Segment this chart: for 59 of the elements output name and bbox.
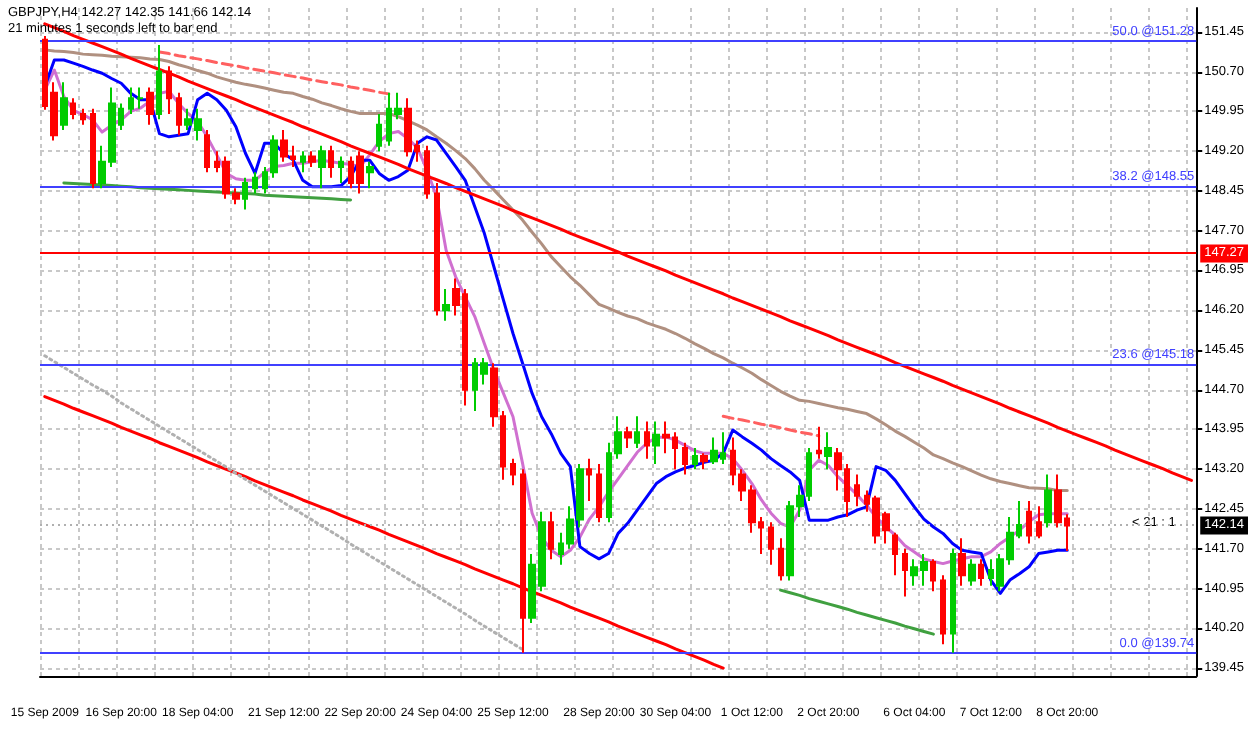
candlestick <box>596 462 602 524</box>
candlestick <box>308 150 316 169</box>
line-series <box>721 414 821 438</box>
candlestick <box>442 287 450 322</box>
line-series <box>157 50 391 96</box>
candlestick <box>682 441 688 476</box>
candlestick <box>204 128 210 174</box>
candlestick <box>376 113 382 153</box>
candlestick <box>778 537 784 582</box>
candlestick <box>70 97 76 121</box>
candlestick <box>710 436 718 465</box>
candlestick <box>252 171 258 195</box>
candlestick <box>242 176 248 211</box>
line-series <box>779 588 935 636</box>
candlestick <box>978 558 984 587</box>
candlestick <box>700 452 708 471</box>
candlestick <box>146 86 154 126</box>
candlestick <box>950 547 956 654</box>
candlestick <box>930 558 936 593</box>
candlestick <box>60 81 68 131</box>
candlestick <box>136 86 144 110</box>
candlestick <box>156 44 162 121</box>
candlestick <box>892 531 898 577</box>
candlestick <box>1026 500 1032 545</box>
candlestick <box>644 420 650 460</box>
candlestick <box>166 65 172 116</box>
candlestick <box>854 473 860 508</box>
candlestick <box>318 144 326 190</box>
candlestick <box>652 420 660 465</box>
candlestick <box>548 510 554 561</box>
candlestick <box>634 415 640 450</box>
line-series <box>43 395 725 670</box>
candlestick <box>940 574 946 646</box>
line-series <box>62 181 353 202</box>
candlestick <box>356 150 364 195</box>
candlestick <box>624 425 632 450</box>
candlestick <box>958 537 966 587</box>
candlestick <box>90 107 96 190</box>
candlestick <box>328 144 334 179</box>
candlestick <box>692 447 698 471</box>
candlestick <box>816 425 822 460</box>
candlestick <box>366 160 374 190</box>
candlestick <box>902 547 908 598</box>
line-series <box>43 48 1069 492</box>
candlestick <box>300 150 306 174</box>
candlestick <box>404 97 412 158</box>
candlestick <box>1044 473 1052 529</box>
candlestick <box>510 457 516 487</box>
candlestick <box>424 144 430 200</box>
candlestick <box>968 558 976 587</box>
candlestick <box>824 431 832 471</box>
candlestick <box>338 155 344 184</box>
candlestick <box>280 128 288 163</box>
candlestick <box>768 521 774 566</box>
candlestick <box>1036 505 1042 540</box>
candlestick <box>586 457 592 503</box>
candlestick <box>520 468 526 654</box>
candlestick <box>80 107 86 126</box>
candlestick <box>176 91 182 137</box>
